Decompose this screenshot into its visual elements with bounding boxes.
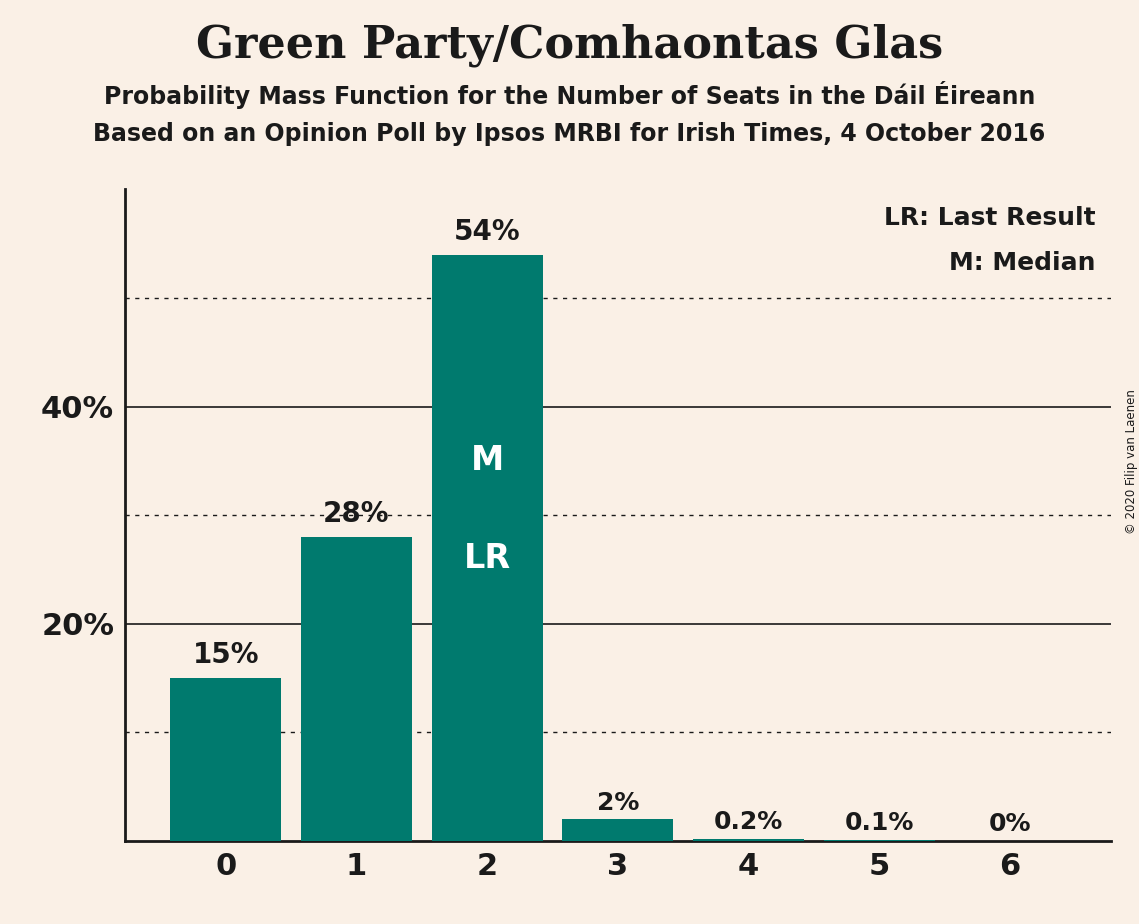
Bar (823, 840, 935, 841)
Text: LR: Last Result: LR: Last Result (884, 206, 1096, 230)
Text: 28%: 28% (323, 500, 390, 529)
Text: LR: LR (464, 542, 510, 575)
Text: Based on an Opinion Poll by Ipsos MRBI for Irish Times, 4 October 2016: Based on an Opinion Poll by Ipsos MRBI f… (93, 122, 1046, 146)
Bar (563, 820, 673, 841)
Text: 0%: 0% (989, 812, 1032, 836)
Text: 54%: 54% (453, 218, 521, 246)
Text: 0.2%: 0.2% (714, 810, 784, 834)
Text: 0.1%: 0.1% (845, 811, 915, 835)
Text: 15%: 15% (192, 641, 259, 669)
Text: © 2020 Filip van Laenen: © 2020 Filip van Laenen (1124, 390, 1138, 534)
Bar (694, 839, 804, 841)
Text: 2%: 2% (597, 791, 639, 815)
Bar (170, 678, 281, 841)
Bar (432, 254, 542, 841)
Text: Green Party/Comhaontas Glas: Green Party/Comhaontas Glas (196, 23, 943, 67)
Text: M: Median: M: Median (949, 251, 1096, 275)
Text: M: M (470, 444, 503, 478)
Bar (301, 537, 412, 841)
Text: Probability Mass Function for the Number of Seats in the Dáil Éireann: Probability Mass Function for the Number… (104, 81, 1035, 109)
